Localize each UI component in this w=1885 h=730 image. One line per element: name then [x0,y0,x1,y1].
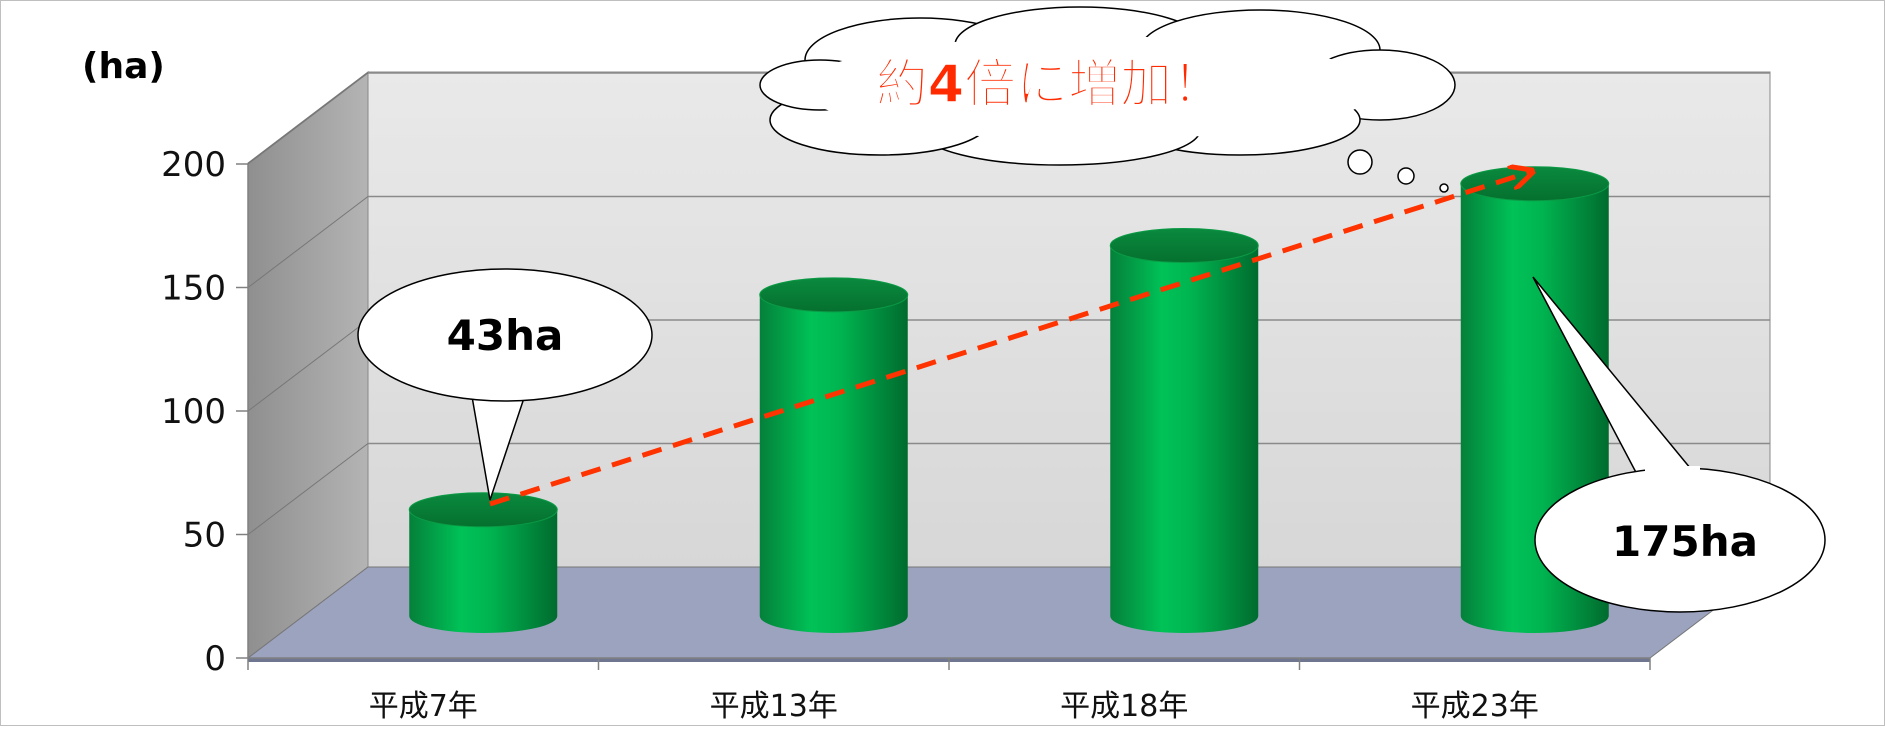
bar-body [1110,245,1259,633]
x-tick-label: 平成23年 [1411,689,1539,724]
bar-body [409,509,558,633]
bar [1109,228,1259,633]
gridline-side [247,319,369,412]
bar-top [1109,228,1259,263]
thought-bubble-dot-small [1439,183,1449,193]
y-tick-label: 100 [161,392,226,432]
trend-arrow [489,172,1530,507]
trend-message-cloud: 約4倍に増加！ [759,6,1456,193]
bar-top [1460,166,1610,202]
y-tick-label: 200 [161,145,226,185]
x-axis: 平成7年 平成13年 平成18年 平成23年 [247,657,1651,724]
callout-last-value: 175ha [1532,276,1826,613]
gridline-side [247,72,369,165]
bar [759,277,909,633]
gridline-side [247,196,369,288]
bar [408,492,558,633]
unit-label: (ha) [82,46,165,87]
callout-last-value-text: 175ha [1612,517,1758,566]
trend-message-text: 約4倍に増加！ [876,55,1224,115]
callout-first-value: 43ha [357,268,653,501]
bar-body [759,294,908,633]
x-tick-label: 平成13年 [710,689,838,724]
y-tick-label: 150 [161,269,226,309]
bar-top [759,277,909,313]
x-tick-label: 平成7年 [369,689,478,724]
gridline-side [247,443,369,535]
thought-bubble-dot-medium [1397,167,1415,185]
y-tick-label: 50 [183,516,226,556]
y-tick-label: 0 [204,639,226,679]
thought-bubble-dot-large [1347,149,1373,175]
callout-first-value-text: 43ha [447,311,564,360]
bar-top [408,492,558,528]
y-axis: 0 50 100 150 200 [161,145,249,679]
x-tick-label: 平成18年 [1060,689,1188,724]
